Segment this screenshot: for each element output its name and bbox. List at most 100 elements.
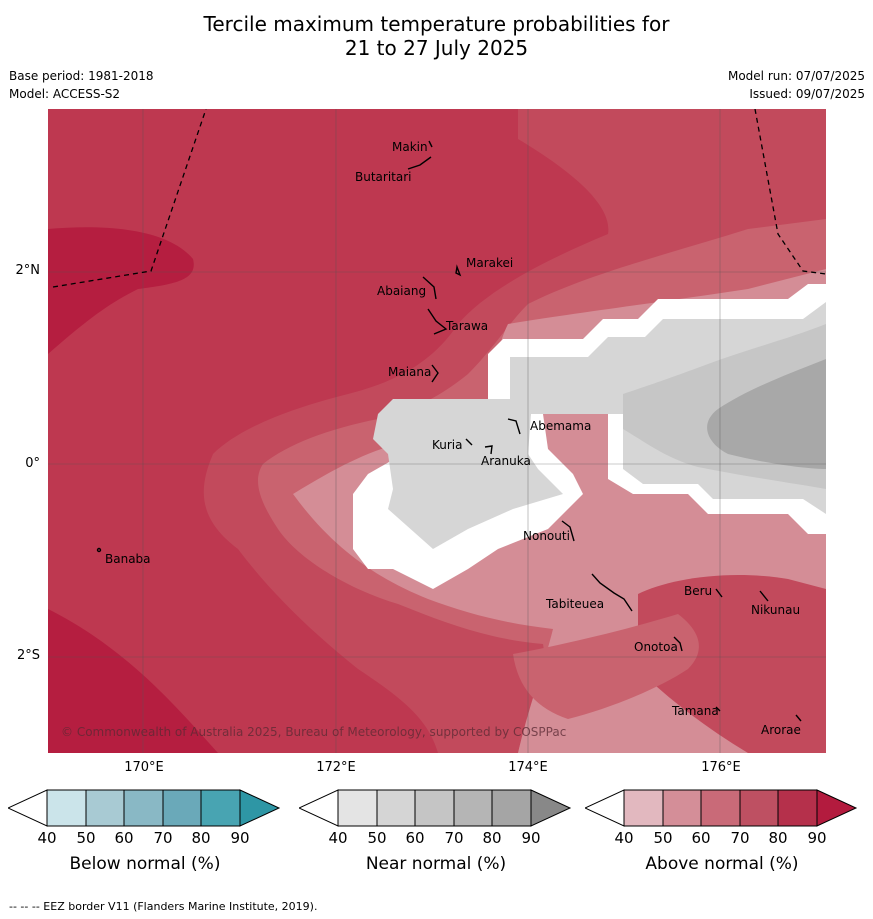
label-marakei: Marakei <box>466 256 513 270</box>
tick-near-60: 60 <box>405 829 425 847</box>
colorbar-near-title: Near normal (%) <box>365 854 507 874</box>
colorbar-below-over <box>239 789 281 827</box>
island-tarawa <box>427 308 448 335</box>
eez-border-west <box>52 109 207 288</box>
colorbar-below-title: Below normal (%) <box>69 854 221 874</box>
tick-above-80: 80 <box>768 829 788 847</box>
colorbar-below-40 <box>46 789 87 827</box>
above-70-south-region <box>638 574 826 753</box>
tick-above-90: 90 <box>807 829 827 847</box>
island-onotoa <box>673 636 683 652</box>
graticule <box>48 109 826 753</box>
island-abemama <box>507 418 521 435</box>
island-aranuka <box>484 445 493 455</box>
label-butaritari: Butaritari <box>355 170 412 184</box>
island-abaiang <box>422 276 437 300</box>
lat-label-2s: 2°S <box>16 648 40 663</box>
issued-date: Issued: 09/07/2025 <box>749 87 865 101</box>
tick-below-90: 90 <box>230 829 250 847</box>
label-abaiang: Abaiang <box>377 284 426 298</box>
meta-right: Model run: 07/07/2025 Issued: 09/07/2025 <box>728 67 865 103</box>
model-run: Model run: 07/07/2025 <box>727 69 865 83</box>
colorbar-near-60 <box>414 789 455 827</box>
label-tarawa: Tarawa <box>445 319 488 333</box>
above-60-south-region <box>513 614 699 719</box>
colorbar-above-under <box>585 789 625 827</box>
island-beru <box>715 588 723 598</box>
tick-above-70: 70 <box>730 829 750 847</box>
tick-near-40: 40 <box>328 829 348 847</box>
label-tamana: Tamana <box>671 704 719 718</box>
island-nikunau <box>759 590 769 602</box>
eez-border-east <box>754 109 826 275</box>
colorbar-near-normal <box>299 789 572 827</box>
label-beru: Beru <box>684 584 712 598</box>
label-aranuka: Aranuka <box>481 454 531 468</box>
tick-below-80: 80 <box>191 829 211 847</box>
meta-left: Base period: 1981-2018 Model: ACCESS-S2 <box>9 67 154 103</box>
lon-label-176e: 176°E <box>701 760 741 775</box>
island-tamana <box>715 706 721 712</box>
colorbar-below-70 <box>162 789 202 827</box>
tick-above-50: 50 <box>653 829 673 847</box>
lon-label-170e: 170°E <box>124 760 164 775</box>
eez-footnote: -- -- -- EEZ border V11 (Flanders Marine… <box>9 900 318 913</box>
eez-borders <box>52 109 826 288</box>
island-kuria <box>465 438 473 446</box>
label-arorae: Arorae <box>761 723 801 737</box>
model-name: Model: ACCESS-S2 <box>9 87 121 101</box>
label-abemama: Abemama <box>530 419 591 433</box>
tick-near-70: 70 <box>444 829 464 847</box>
colorbar-near-40 <box>337 789 378 827</box>
tick-below-70: 70 <box>153 829 173 847</box>
colorbar-near-70 <box>453 789 493 827</box>
label-nikunau: Nikunau <box>751 603 800 617</box>
lon-label-174e: 174°E <box>508 760 548 775</box>
colorbar-above-60 <box>700 789 741 827</box>
colorbar-below-80 <box>200 789 241 827</box>
label-makin: Makin <box>392 140 428 154</box>
island-labels: Makin Butaritari Marakei Abaiang Tarawa … <box>105 140 801 737</box>
label-kuria: Kuria <box>432 438 463 452</box>
colorbar-above-70 <box>739 789 779 827</box>
colorbar-above-over <box>816 789 858 827</box>
island-marakei <box>455 264 462 277</box>
colorbar-above-title: Above normal (%) <box>645 854 799 874</box>
colorbar-below-under <box>8 789 48 827</box>
island-outlines <box>96 140 802 722</box>
island-makin <box>428 140 433 148</box>
map-title: Tercile maximum temperature probabilitie… <box>0 12 873 60</box>
tick-below-60: 60 <box>114 829 134 847</box>
tick-near-50: 50 <box>367 829 387 847</box>
title-line-1: Tercile maximum temperature probabilitie… <box>203 12 670 36</box>
above-50-patch-tamana <box>643 699 676 719</box>
island-arorae <box>795 714 802 722</box>
colorbar-below-normal <box>8 789 281 827</box>
near-60-region <box>707 359 826 469</box>
colorbar-above-50 <box>662 789 702 827</box>
tick-below-40: 40 <box>37 829 57 847</box>
label-nonouti: Nonouti <box>523 529 570 543</box>
island-maiana <box>431 364 439 383</box>
title-line-2: 21 to 27 July 2025 <box>344 36 529 60</box>
island-nonouti <box>561 520 575 542</box>
lat-label-0: 0° <box>25 456 40 471</box>
colorbar-near-over <box>530 789 572 827</box>
lat-label-2n: 2°N <box>15 263 41 278</box>
copyright-notice: © Commonwealth of Australia 2025, Bureau… <box>61 725 566 739</box>
island-banaba <box>96 547 102 553</box>
colorbar-above-80 <box>777 789 818 827</box>
label-onotoa: Onotoa <box>634 640 678 654</box>
tick-above-60: 60 <box>691 829 711 847</box>
label-maiana: Maiana <box>388 365 431 379</box>
probability-fill <box>48 109 826 753</box>
colorbar-below-60 <box>123 789 164 827</box>
colorbar-near-50 <box>376 789 416 827</box>
tick-near-80: 80 <box>482 829 502 847</box>
base-period: Base period: 1981-2018 <box>9 69 154 83</box>
island-butaritari <box>407 156 432 170</box>
label-banaba: Banaba <box>105 552 151 566</box>
island-tabiteuea <box>591 573 633 612</box>
tick-above-40: 40 <box>614 829 634 847</box>
tick-near-90: 90 <box>521 829 541 847</box>
